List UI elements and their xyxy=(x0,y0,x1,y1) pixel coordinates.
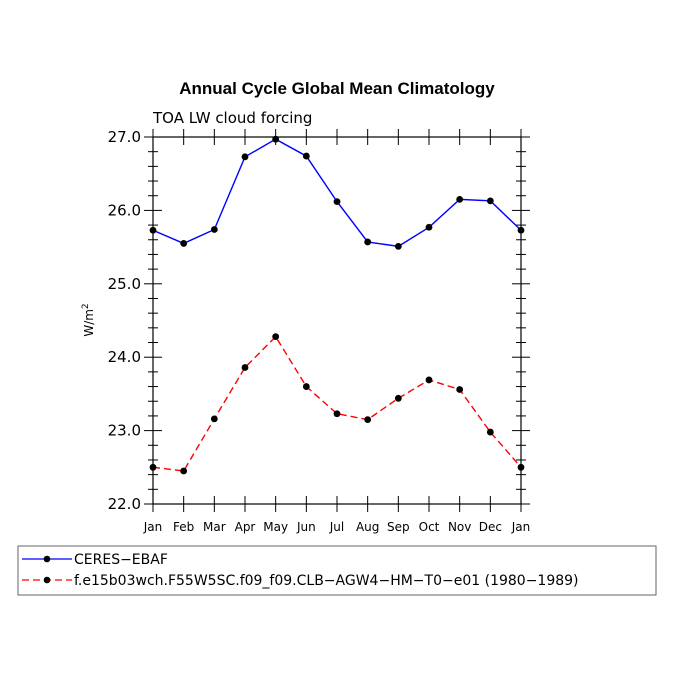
x-tick-label: Feb xyxy=(173,520,194,534)
x-tick-label: Jan xyxy=(511,520,531,534)
data-point xyxy=(456,386,464,393)
data-point xyxy=(210,415,218,423)
data-point xyxy=(333,410,341,418)
x-tick-label: Apr xyxy=(235,520,256,534)
x-tick-label: Nov xyxy=(448,520,471,534)
series-layer xyxy=(149,135,525,475)
x-tick-label: Jul xyxy=(329,520,344,534)
data-point xyxy=(456,195,464,203)
x-tick-label: Dec xyxy=(479,520,502,534)
y-tick-label: 24.0 xyxy=(108,348,141,366)
x-tick-label: Mar xyxy=(203,520,226,534)
data-point xyxy=(180,240,188,247)
data-point xyxy=(210,226,218,233)
y-tick-label: 27.0 xyxy=(108,128,141,146)
data-point xyxy=(486,197,494,205)
data-point xyxy=(241,153,249,161)
y-tick-label: 26.0 xyxy=(108,201,141,219)
series-line-0 xyxy=(152,138,522,248)
x-tick-label: Oct xyxy=(419,520,440,534)
y-tick-label: 23.0 xyxy=(108,422,141,440)
minor-ticks xyxy=(148,151,526,490)
y-tick-label: 25.0 xyxy=(108,275,141,293)
data-point xyxy=(425,376,433,384)
data-point xyxy=(394,394,402,402)
data-point xyxy=(180,467,188,475)
series-line-1 xyxy=(152,335,522,472)
data-point xyxy=(272,333,280,341)
legend-marker-model xyxy=(43,576,51,584)
data-point xyxy=(302,383,310,390)
data-point xyxy=(394,242,402,250)
legend-box xyxy=(17,545,657,596)
x-tick-label: Jan xyxy=(143,520,163,534)
x-tick-label: Aug xyxy=(356,520,379,534)
data-point xyxy=(364,416,372,423)
y-tick-label: 22.0 xyxy=(108,495,141,513)
legend-marker-ceres xyxy=(43,555,51,563)
data-point xyxy=(425,223,433,231)
y-axis-label: W/m2 xyxy=(81,303,96,336)
legend: CERES−EBAF f.e15b03wch.F55W5SC.f09_f09.C… xyxy=(17,545,657,596)
legend-label-ceres: CERES−EBAF xyxy=(74,552,168,568)
y-axis-label-superscript: 2 xyxy=(81,303,91,309)
chart-title: Annual Cycle Global Mean Climatology xyxy=(179,79,495,98)
data-point xyxy=(333,198,341,205)
x-axis-ticks: Jan Feb Mar Apr May Jun Jul Aug Sep Oct Nov Dec Jan xyxy=(143,129,531,534)
x-tick-label: Sep xyxy=(387,520,410,534)
legend-label-model: f.e15b03wch.F55W5SC.f09_f09.CLB−AGW4−HM−… xyxy=(74,573,579,589)
x-tick-label: Jun xyxy=(296,520,316,534)
plot-frame xyxy=(152,136,522,505)
x-tick-label: May xyxy=(263,520,288,534)
data-point xyxy=(364,238,372,246)
data-point xyxy=(241,364,249,371)
data-point xyxy=(486,428,494,436)
data-point xyxy=(302,152,310,160)
y-axis-ticks: 22.0 23.0 24.0 25.0 26.0 27.0 xyxy=(108,128,530,513)
chart-subtitle: TOA LW cloud forcing xyxy=(152,109,312,127)
y-axis-label-text: W/m xyxy=(82,309,96,337)
